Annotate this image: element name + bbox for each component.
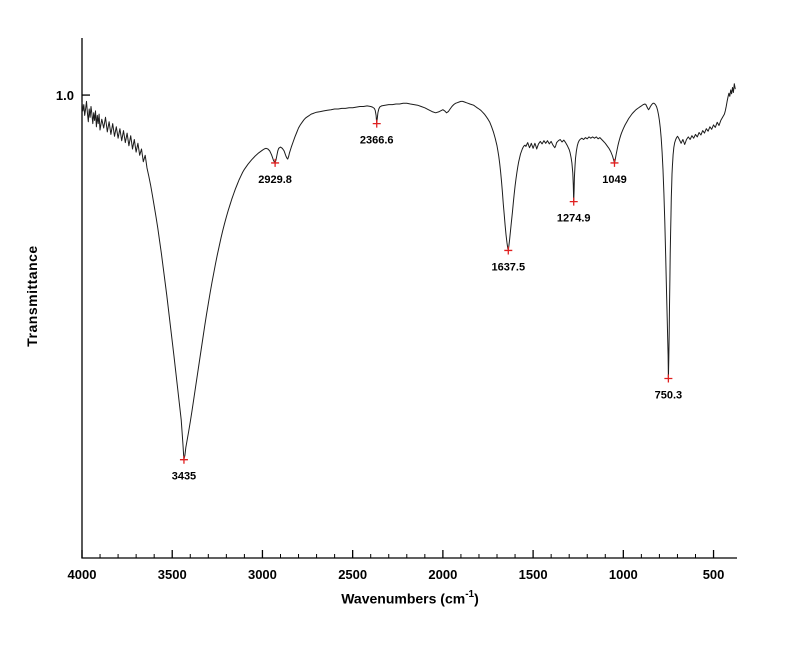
x-axis-title-base: Wavenumbers (cm (341, 590, 466, 607)
x-axis-title: Wavenumbers (cm-1) (255, 589, 565, 607)
x-tick-label: 2000 (428, 567, 457, 582)
peak-marker (179, 455, 188, 464)
x-axis-title-close: ) (474, 590, 479, 607)
x-tick-label: 1500 (519, 567, 548, 582)
peak-label: 1274.9 (557, 213, 591, 225)
x-axis-title-superscript: -1 (465, 589, 475, 600)
peak-marker (271, 158, 280, 167)
peak-label: 1637.5 (491, 261, 525, 273)
peak-label: 1049 (602, 174, 626, 186)
x-tick-label: 1000 (609, 567, 638, 582)
peak-label: 2929.8 (258, 174, 292, 186)
x-tick-label: 3500 (158, 567, 187, 582)
x-tick-label: 3000 (248, 567, 277, 582)
peak-marker (569, 197, 578, 206)
peak-marker (610, 158, 619, 167)
peak-marker (664, 374, 673, 383)
spectrum-curve (81, 83, 736, 461)
y-axis-title: Transmittance (24, 245, 40, 347)
peak-label: 3435 (172, 471, 196, 483)
y-tick-label: 1.0 (55, 88, 74, 103)
peak-marker (372, 119, 381, 128)
peak-marker (504, 246, 513, 255)
x-tick-label: 500 (703, 567, 725, 582)
peak-label: 2366.6 (360, 135, 394, 147)
peak-label: 750.3 (655, 390, 683, 402)
x-tick-label: 4000 (68, 567, 97, 582)
x-tick-label: 2500 (338, 567, 367, 582)
